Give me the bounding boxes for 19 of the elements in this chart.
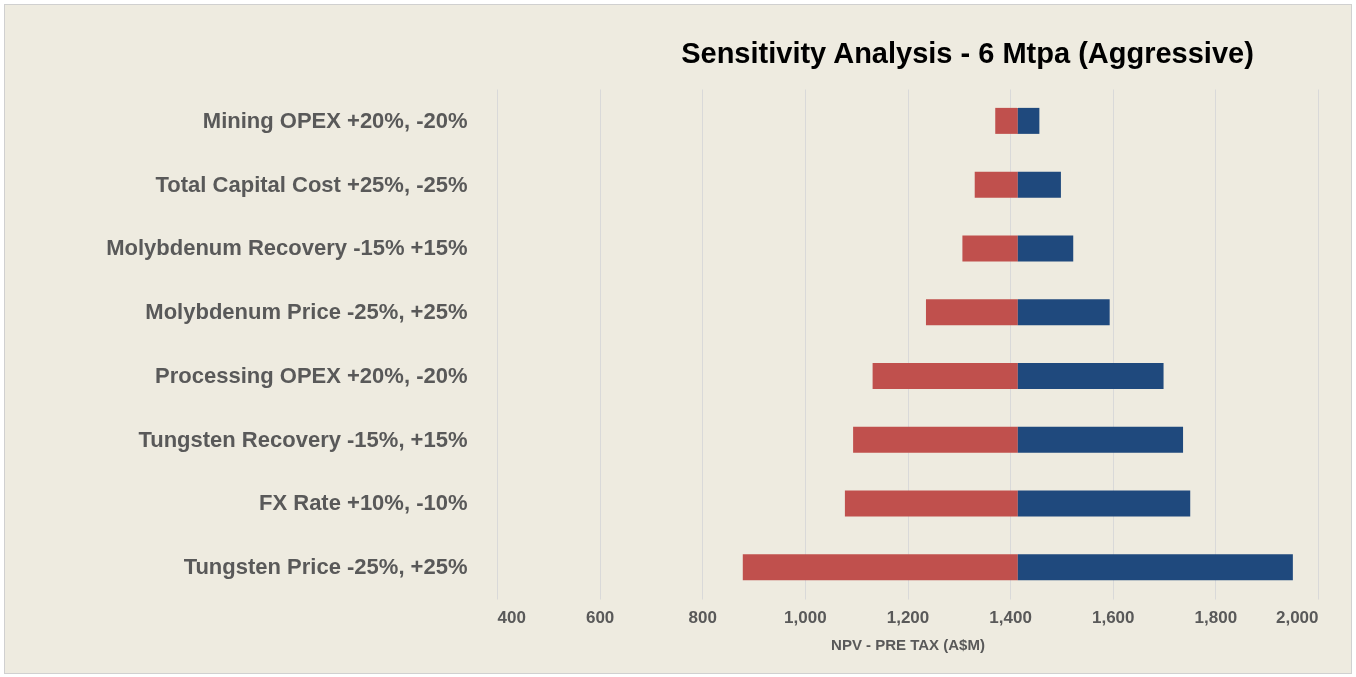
x-tick-label: 1,400	[989, 607, 1032, 627]
y-tick-label: Mining OPEX +20%, -20%	[202, 107, 468, 133]
y-tick-label: Tungsten Recovery -15%, +15%	[138, 426, 468, 452]
x-tick-label: 2,000	[1275, 607, 1319, 627]
x-tick-label: 1,600	[1091, 607, 1135, 627]
chart-title: Sensitivity Analysis - 6 Mtpa (Aggressive)	[681, 37, 1254, 69]
y-tick-label: Processing OPEX +20%, -20%	[155, 362, 468, 388]
y-tick-label: Tungsten Price -25%, +25%	[183, 554, 468, 580]
x-tick-label: 1,200	[886, 607, 930, 627]
y-tick-label: Molybdenum Price -25%, +25%	[145, 299, 468, 325]
x-tick-label: 800	[688, 607, 717, 627]
x-tick-label: 600	[585, 607, 615, 627]
x-axis-title: NPV - PRE TAX (A$M)	[831, 635, 985, 653]
y-tick-label: Molybdenum Recovery -15% +15%	[106, 235, 468, 261]
x-tick-label: 400	[497, 607, 526, 627]
x-tick-label: 1,800	[1194, 607, 1238, 627]
y-tick-label: FX Rate +10%, -10%	[259, 490, 468, 516]
y-tick-label: Total Capital Cost +25%, -25%	[155, 171, 468, 197]
x-tick-label: 1,000	[784, 607, 827, 627]
